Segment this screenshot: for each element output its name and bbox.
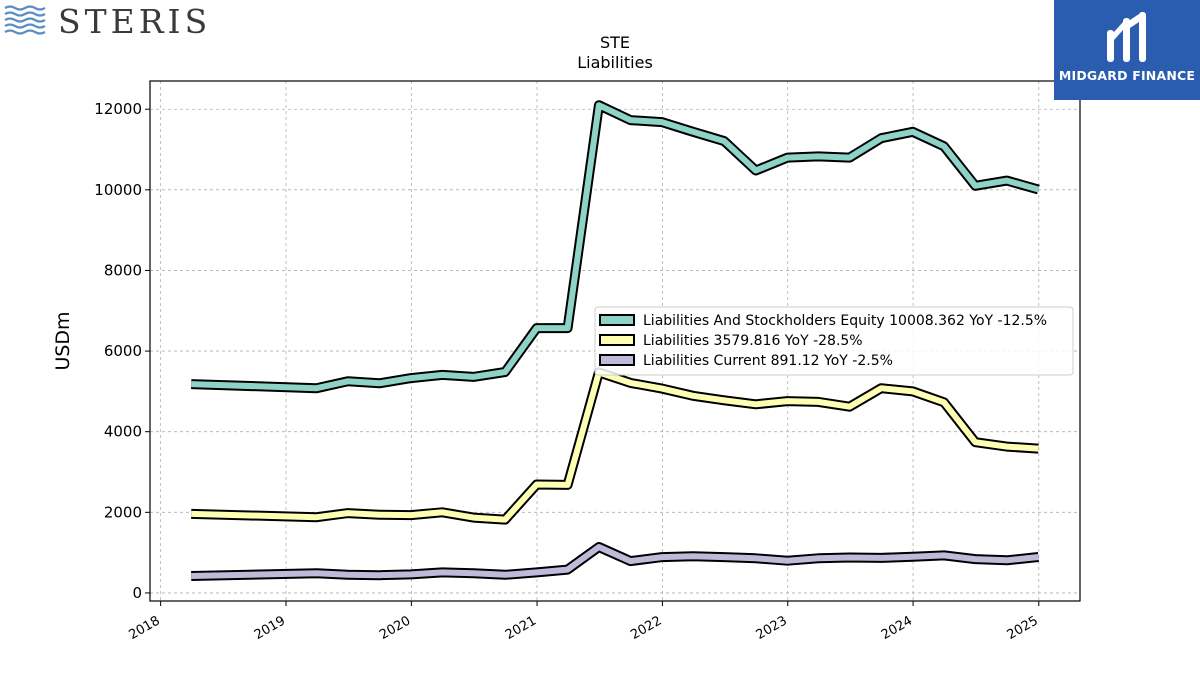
series-1 — [191, 100, 1040, 394]
y-tick-label: 12000 — [94, 100, 142, 118]
series-3 — [191, 542, 1039, 581]
series-line — [191, 369, 1039, 523]
legend-item: Liabilities 3579.816 YoY -28.5% — [599, 333, 863, 349]
y-tick-label: 4000 — [104, 423, 142, 441]
legend-label: Liabilities And Stockholders Equity 1000… — [643, 313, 1047, 329]
x-tick-label: 2024 — [879, 613, 915, 643]
legend: Liabilities And Stockholders Equity 1000… — [594, 306, 1074, 376]
x-tick-label: 2022 — [628, 613, 664, 643]
midgard-m-icon — [1107, 12, 1146, 62]
chart-title: STE — [600, 33, 630, 52]
x-tick-label: 2020 — [377, 613, 413, 643]
legend-swatch — [599, 354, 635, 366]
y-tick-label: 6000 — [104, 342, 142, 360]
x-tick-label: 2025 — [1005, 613, 1041, 643]
legend-box — [594, 306, 1074, 376]
legend-label: Liabilities Current 891.12 YoY -2.5% — [643, 353, 893, 369]
series-2 — [191, 367, 1039, 525]
series-line — [191, 544, 1039, 579]
midgard-logo-text: MIDGARD FINANCE — [1058, 68, 1196, 83]
x-tick-label: 2018 — [126, 613, 162, 643]
plot-frame — [149, 80, 1081, 602]
y-tick-label: 10000 — [94, 181, 142, 199]
x-tick-label: 2019 — [252, 613, 288, 643]
steris-logo: STERIS — [4, 2, 207, 41]
chart-subtitle: Liabilities — [577, 53, 653, 72]
y-tick-label: 0 — [132, 584, 142, 602]
legend-item: Liabilities Current 891.12 YoY -2.5% — [599, 353, 893, 369]
steris-logo-text: STERIS — [58, 2, 212, 41]
midgard-finance-logo: MIDGARD FINANCE — [1054, 0, 1200, 100]
legend-swatch — [599, 334, 635, 346]
x-tick-label: 2021 — [503, 613, 539, 643]
x-tick-label: 2023 — [754, 613, 790, 643]
series-lines — [191, 100, 1040, 581]
y-axis-label: USDm — [52, 311, 74, 370]
legend-item: Liabilities And Stockholders Equity 1000… — [599, 313, 1047, 329]
series-line — [191, 102, 1040, 392]
legend-label: Liabilities 3579.816 YoY -28.5% — [643, 333, 863, 349]
series-line-outline — [191, 367, 1039, 525]
steris-wave-icon — [4, 5, 46, 35]
y-tick-label: 2000 — [104, 503, 142, 521]
legend-swatch — [599, 314, 635, 326]
y-tick-label: 8000 — [104, 261, 142, 279]
